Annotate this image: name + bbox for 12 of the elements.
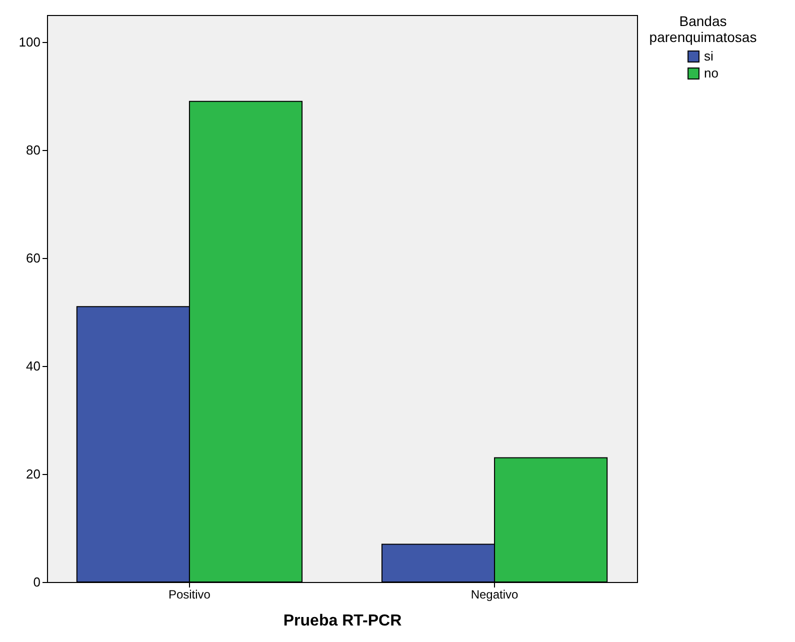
legend-title: Bandas parenquimatosas: [649, 13, 757, 45]
y-tick-label: 0: [33, 574, 40, 590]
y-tick-label: 100: [18, 34, 40, 50]
x-tick-label: Negativo: [470, 588, 519, 602]
x-axis-title: Prueba RT-PCR: [283, 612, 402, 630]
y-tick-label: 40: [26, 358, 40, 374]
y-tick-label: 20: [26, 466, 40, 482]
legend-label: si: [704, 48, 714, 64]
x-tick-label: Positivo: [168, 588, 211, 602]
y-tick-label: 80: [26, 142, 40, 158]
legend-label: no: [704, 66, 718, 80]
y-tick-label: 60: [26, 250, 40, 266]
